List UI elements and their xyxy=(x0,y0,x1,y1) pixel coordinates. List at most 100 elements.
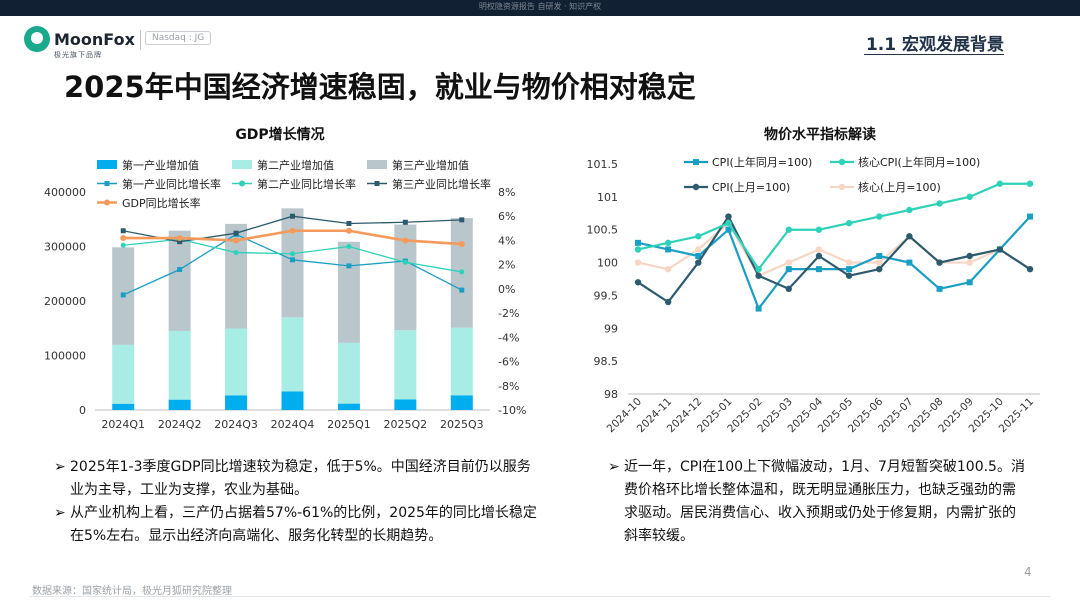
point-primary-growth xyxy=(177,267,183,273)
x-tick-label: 2025Q2 xyxy=(384,418,428,431)
legend-marker xyxy=(692,183,700,191)
logo-divider xyxy=(140,30,141,50)
bar-tertiary-2025q1 xyxy=(337,241,360,343)
legend-label: CPI(上年同月=100) xyxy=(712,155,812,169)
bar-secondary-2025q2 xyxy=(394,330,417,400)
y-tick-label: 99 xyxy=(604,322,618,335)
point-core-mom xyxy=(634,259,642,266)
bar-secondary-2024q3 xyxy=(225,328,248,396)
y-tick-label: 98 xyxy=(604,388,618,401)
line-cpi-mom xyxy=(637,214,1031,304)
point-tertiary-growth xyxy=(233,230,239,236)
point-core-mom xyxy=(815,246,823,253)
point-tertiary-growth xyxy=(290,213,295,219)
legend-label: 核心CPI(上年同月=100) xyxy=(858,155,980,169)
legend-label: 第一产业同比增长率 xyxy=(122,177,221,191)
legend-marker xyxy=(693,159,699,165)
point-cpi-mom xyxy=(755,272,762,279)
point-core-cpi-yoy xyxy=(815,226,823,233)
y-tick-label: 98.5 xyxy=(594,355,619,368)
bar-primary-2025q1 xyxy=(337,403,360,410)
bar-primary-2024q2 xyxy=(168,399,191,410)
y-right-tick-label: 4% xyxy=(498,234,515,247)
y-right-tick-label: 0% xyxy=(498,283,515,296)
point-core-mom xyxy=(664,265,672,273)
cpi-bullets: ➢ 近一年，CPI在100上下微幅波动，1月、7月短暂突破100.5。消费价格环比… xyxy=(608,456,1026,548)
x-tick-label: 2024Q4 xyxy=(271,418,315,431)
y-left-tick-label: 0 xyxy=(79,404,86,417)
point-primary-growth xyxy=(290,257,295,263)
cpi-bullet-1: ➢ 近一年，CPI在100上下微幅波动，1月、7月短暂突破100.5。消费价格环比… xyxy=(608,456,1026,548)
point-cpi-mom xyxy=(996,246,1004,253)
bar-primary-2024q3 xyxy=(225,395,248,410)
point-cpi-mom xyxy=(1026,265,1034,273)
y-tick-label: 101.5 xyxy=(587,158,619,171)
cpi-chart-title: 物价水平指标解读 xyxy=(764,127,876,143)
arrow-icon: ➢ xyxy=(608,459,620,475)
point-cpi-mom xyxy=(695,259,702,266)
point-core-cpi-yoy xyxy=(664,239,672,247)
point-gdp-growth xyxy=(345,227,352,234)
point-tertiary-growth xyxy=(177,239,183,245)
point-core-cpi-yoy xyxy=(936,200,943,207)
x-tick-label: 2025Q3 xyxy=(440,418,484,431)
legend-label: CPI(上月=100) xyxy=(712,181,790,194)
point-core-cpi-yoy xyxy=(966,193,973,201)
legend-swatch xyxy=(232,160,252,169)
point-core-cpi-yoy xyxy=(785,226,792,233)
gdp-bullets: ➢ 2025年1-3季度GDP同比增速较为稳定，低于5%。中国经济目前仍以服务业为… xyxy=(54,456,544,548)
point-cpi-mom xyxy=(876,265,883,273)
point-gdp-growth xyxy=(289,227,296,234)
bar-tertiary-2024q4 xyxy=(281,208,304,318)
x-tick-label: 2024Q3 xyxy=(214,418,258,431)
point-primary-growth xyxy=(120,292,126,298)
point-core-cpi-yoy xyxy=(725,219,732,227)
legend-label: 核心(上月=100) xyxy=(858,180,941,194)
point-cpi-mom xyxy=(634,279,642,286)
y-left-tick-label: 100000 xyxy=(44,350,86,363)
y-right-tick-label: -8% xyxy=(498,380,519,393)
legend-marker xyxy=(104,181,110,186)
y-right-tick-label: -4% xyxy=(498,331,519,344)
bar-tertiary-2025q2 xyxy=(394,224,417,331)
bar-primary-2024q1 xyxy=(112,403,135,410)
legend-marker xyxy=(239,180,245,187)
legend-label: 第二产业增加值 xyxy=(257,158,334,172)
y-right-tick-label: -2% xyxy=(498,307,519,320)
point-primary-growth xyxy=(459,287,465,293)
y-tick-label: 99.5 xyxy=(594,289,619,302)
y-right-tick-label: 8% xyxy=(498,186,515,199)
y-right-tick-label: -10% xyxy=(498,404,526,417)
point-secondary-growth xyxy=(233,250,239,256)
legend-marker xyxy=(838,183,846,191)
point-core-cpi-yoy xyxy=(1026,180,1034,187)
point-cpi-mom xyxy=(966,252,973,260)
point-core-cpi-yoy xyxy=(695,233,702,240)
point-cpi-yoy xyxy=(876,253,883,259)
y-right-tick-label: 2% xyxy=(498,259,515,272)
x-tick-label: 2024Q2 xyxy=(158,418,202,431)
gdp-chart: 0 100000 200000 300000 400000 -10% -8% -6% -4% -2… xyxy=(44,158,526,431)
gdp-bullet-1-text: 2025年1-3季度GDP同比增速较为稳定，低于5%。中国经济目前仍以服务业为主… xyxy=(70,459,531,498)
y-tick-label: 100.5 xyxy=(587,224,619,237)
legend-marker xyxy=(374,181,380,186)
point-core-cpi-yoy xyxy=(906,206,913,214)
page-title: 2025年中国经济增速稳固，就业与物价相对稳定 xyxy=(64,70,696,104)
bar-secondary-2024q4 xyxy=(281,317,304,392)
legend-label: 第二产业同比增长率 xyxy=(257,177,356,191)
data-source: 数据来源：国家统计局，极光月狐研究院整理 xyxy=(32,586,232,597)
point-gdp-growth xyxy=(402,237,409,244)
point-core-mom xyxy=(785,259,792,266)
point-core-cpi-yoy xyxy=(755,265,762,273)
point-cpi-mom xyxy=(845,272,853,279)
point-tertiary-growth xyxy=(346,220,352,226)
point-tertiary-growth xyxy=(459,217,465,223)
section-underline xyxy=(864,54,1004,55)
legend-label: 第三产业同比增长率 xyxy=(392,177,491,191)
point-primary-growth xyxy=(346,263,352,269)
point-cpi-yoy xyxy=(966,279,973,286)
point-secondary-growth xyxy=(346,244,352,249)
cpi-chart: 9898.59999.5100100.5101101.52024-102024-… xyxy=(587,155,1040,435)
point-core-cpi-yoy xyxy=(634,246,642,253)
line-cpi-yoy xyxy=(637,215,1031,311)
